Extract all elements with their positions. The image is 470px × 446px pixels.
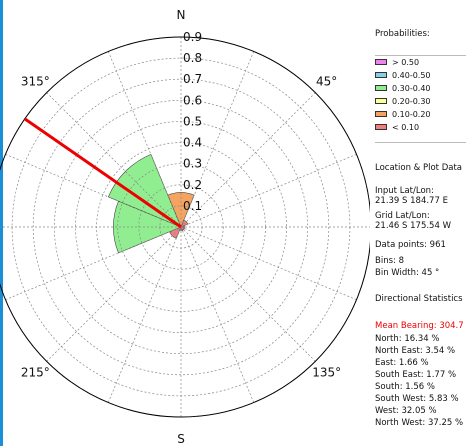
radial-tick-label: 0.6 [183,93,202,107]
data-points: Data points: 961 [375,240,446,250]
stat-north-east: North East: 3.54 % [375,346,456,356]
grid-spoke [5,226,182,301]
legend-swatch [375,59,387,65]
grid-ring [138,184,224,270]
diagonal-label: 315° [21,74,50,88]
diagonal-label: 215° [21,366,50,380]
left-accent-bar [0,0,3,446]
radial-tick-label: 0.3 [183,157,202,171]
grid-spoke [180,226,255,403]
legend-swatch [375,72,387,78]
legend-swatch [375,85,387,91]
legend-title: Probabilities: [375,29,430,39]
legend-swatch [375,124,387,130]
radial-tick-label: 0.9 [183,30,202,44]
grid-spoke [46,92,182,228]
grid-spoke [180,153,357,228]
grid-latlon-label: Grid Lat/Lon: [375,211,430,221]
legend-label: 0.10-0.20 [392,110,431,119]
legend-label: > 0.50 [392,58,420,67]
stat-east: East: 1.66 % [375,358,429,368]
stat-south-east: South East: 1.77 % [375,370,457,380]
info-panel: Probabilities: > 0.50 0.40-0.50 0.30-0.40 0… [375,0,470,446]
radial-tick-label: 0.4 [183,136,202,150]
radial-tick-label: 0.5 [183,114,202,128]
stat-south: South: 1.56 % [375,382,435,392]
compass-label-n: N [177,8,186,22]
mean-bearing-text: Mean Bearing: 304.7 [375,321,464,331]
stats-title: Directional Statistics [375,294,463,304]
radial-tick-label: 0.7 [183,72,202,86]
stat-north: North: 16.34 % [375,334,440,344]
grid-spoke [107,226,182,403]
radial-tick-label: 0.2 [183,178,202,192]
location-title: Location & Plot Data [375,163,463,173]
stat-north-west: North West: 37.25 % [375,418,464,428]
legend-label: 0.40-0.50 [392,71,431,80]
stat-south-west: South West: 5.83 % [375,394,459,404]
compass-label-s: S [177,432,185,446]
grid-latlon-value: 21.46 S 175.54 W [375,221,451,231]
grid-spoke [180,226,357,301]
outer-ring [0,36,370,418]
grid-spoke [180,226,316,362]
legend-swatch [375,111,387,117]
radial-tick-label: 0.8 [183,51,202,65]
bin-width: Bin Width: 45 ° [375,268,440,278]
grid-spoke [46,226,182,362]
legend-label: 0.20-0.30 [392,97,431,106]
legend-label: < 0.10 [392,123,420,132]
legend-box [375,55,466,143]
bins: Bins: 8 [375,256,404,266]
diagonal-label: 45° [316,74,337,88]
grid-ring [53,99,309,355]
grid-ring [32,78,330,376]
input-latlon-value: 21.39 S 184.77 E [375,196,448,206]
wind-rose-chart: 0.10.20.30.40.50.60.70.80.9NESW45°135°21… [0,8,370,446]
diagonal-label: 135° [312,366,341,380]
input-latlon-label: Input Lat/Lon: [375,186,434,196]
radial-tick-label: 0.1 [183,199,202,213]
stat-west: West: 32.05 % [375,406,437,416]
grid-ring [117,163,245,291]
legend-swatch [375,98,387,104]
legend-label: 0.30-0.40 [392,84,431,93]
mean-bearing-line [23,117,182,229]
